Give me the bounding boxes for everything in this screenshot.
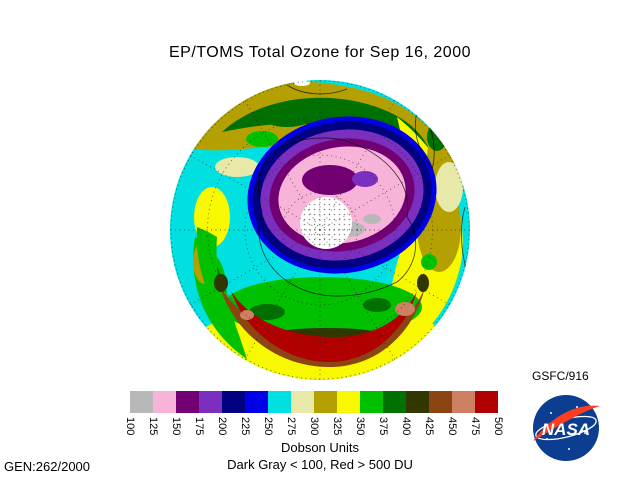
colorbar-tick-label: 100: [124, 417, 136, 436]
colorbar-cell: [130, 391, 153, 413]
colorbar-tick-label: 200: [216, 417, 228, 436]
hole-inner-darkmagenta: [302, 165, 358, 195]
graticule: [170, 80, 470, 380]
colorbar-tick-label: 175: [193, 417, 205, 436]
colorbar-cell: [429, 391, 452, 413]
colorbar-tick-label: 500: [492, 417, 504, 436]
hole-inner-purple: [352, 171, 378, 187]
colorbar-tick-label: 150: [170, 417, 182, 436]
map-paleyellow-patch: [215, 157, 259, 177]
map-darkgreen-spot: [427, 123, 447, 151]
map-green-spot: [421, 254, 437, 270]
colorbar-tick-label: 450: [446, 417, 458, 436]
colorbar-cell: [176, 391, 199, 413]
colorbar-tick-label: 125: [147, 417, 159, 436]
colorbar-cell: [406, 391, 429, 413]
colorbar-tick-label: 400: [400, 417, 412, 436]
gsfc-label: GSFC/916: [532, 369, 589, 383]
ozone-map: [170, 80, 470, 380]
colorbar-ticks: 100 125 150 175 200 225 250 275 300 325 350 375 400 4…: [124, 417, 515, 451]
colorbar-cell: [153, 391, 176, 413]
colorbar-cell: [268, 391, 291, 413]
polar-night-cap-dots: [300, 197, 352, 249]
colorbar-cell: [360, 391, 383, 413]
colorbar-cell: [337, 391, 360, 413]
colorbar-tick-label: 375: [377, 417, 389, 436]
map-white-speck: [294, 80, 310, 86]
map-white-speck: [242, 85, 262, 93]
hole-gray-patch: [363, 214, 381, 224]
map-green-collar: [222, 277, 422, 337]
map-darkolive-spot: [417, 274, 429, 292]
map-salmon-spot: [395, 302, 415, 316]
colorbar-tick-label: 300: [308, 417, 320, 436]
colorbar-cells: [130, 391, 498, 413]
colorbar-cell: [245, 391, 268, 413]
map-salmon-spot: [240, 310, 254, 320]
colorbar-cell: [314, 391, 337, 413]
colorbar-tick-label: 425: [423, 417, 435, 436]
map-darkgreen-spot: [249, 304, 285, 320]
colorbar-cell: [475, 391, 498, 413]
map-white-speck: [452, 139, 462, 155]
nasa-logo: NASA: [533, 395, 600, 461]
colorbar-cell: [383, 391, 406, 413]
colorbar-cell: [452, 391, 475, 413]
colorbar-note: Dark Gray < 100, Red > 500 DU: [227, 457, 413, 472]
map-red-crescent: [231, 291, 417, 362]
colorbar-cell: [199, 391, 222, 413]
map-paleyellow-patch: [435, 162, 463, 212]
colorbar-cell: [222, 391, 245, 413]
colorbar-tick-label: 475: [469, 417, 481, 436]
colorbar-tick-label: 325: [331, 417, 343, 436]
gen-label: GEN:262/2000: [4, 459, 91, 474]
map-darkgreen-spot: [262, 107, 312, 127]
nasa-logo-text: NASA: [542, 420, 590, 439]
colorbar-cell: [291, 391, 314, 413]
colorbar-tick-label: 350: [354, 417, 366, 436]
map-green-streak: [196, 227, 227, 322]
colorbar-tick-label: 275: [285, 417, 297, 436]
colorbar-tick-label: 250: [262, 417, 274, 436]
nasa-logo-swoosh: [533, 405, 600, 441]
colorbar-units-label: Dobson Units: [280, 440, 360, 455]
page-title: EP/TOMS Total Ozone for Sep 16, 2000: [168, 44, 471, 61]
map-darkgreen-spot: [363, 298, 391, 312]
colorbar-tick-label: 225: [239, 417, 251, 436]
map-green-spot: [246, 131, 278, 147]
